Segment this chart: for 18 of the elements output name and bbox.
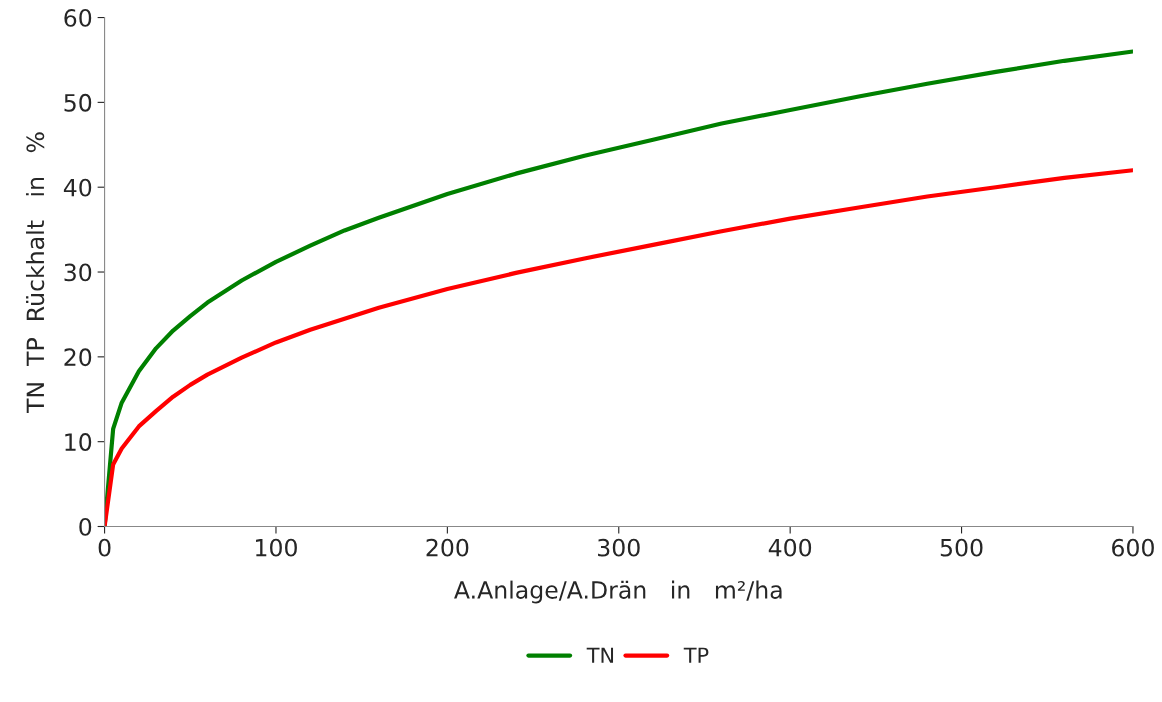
x-tick-label: 600 — [1112, 538, 1154, 557]
y-tick-label: 20 — [64, 348, 92, 367]
y-axis-title: TN TP Rückhalt in % — [25, 132, 45, 414]
legend-label: TP — [683, 647, 709, 663]
x-tick-label: 100 — [256, 538, 297, 557]
x-tick-label: 400 — [768, 538, 812, 557]
y-tick-label: 30 — [64, 263, 92, 282]
y-tick-label: 60 — [64, 9, 92, 27]
y-tick-label: 50 — [64, 93, 92, 112]
legend-label: TN — [586, 647, 614, 663]
x-tick-label: 300 — [598, 538, 640, 557]
y-tick-label: 10 — [65, 433, 92, 451]
x-tick-label: 500 — [940, 538, 983, 557]
x-tick-label: 200 — [426, 538, 469, 557]
y-tick-label: 0 — [79, 517, 92, 536]
x-tick-label: 0 — [98, 538, 111, 557]
y-tick-label: 40 — [63, 178, 92, 197]
x-axis-title: A.Anlage/A.Drän in m²/ha — [454, 580, 782, 604]
